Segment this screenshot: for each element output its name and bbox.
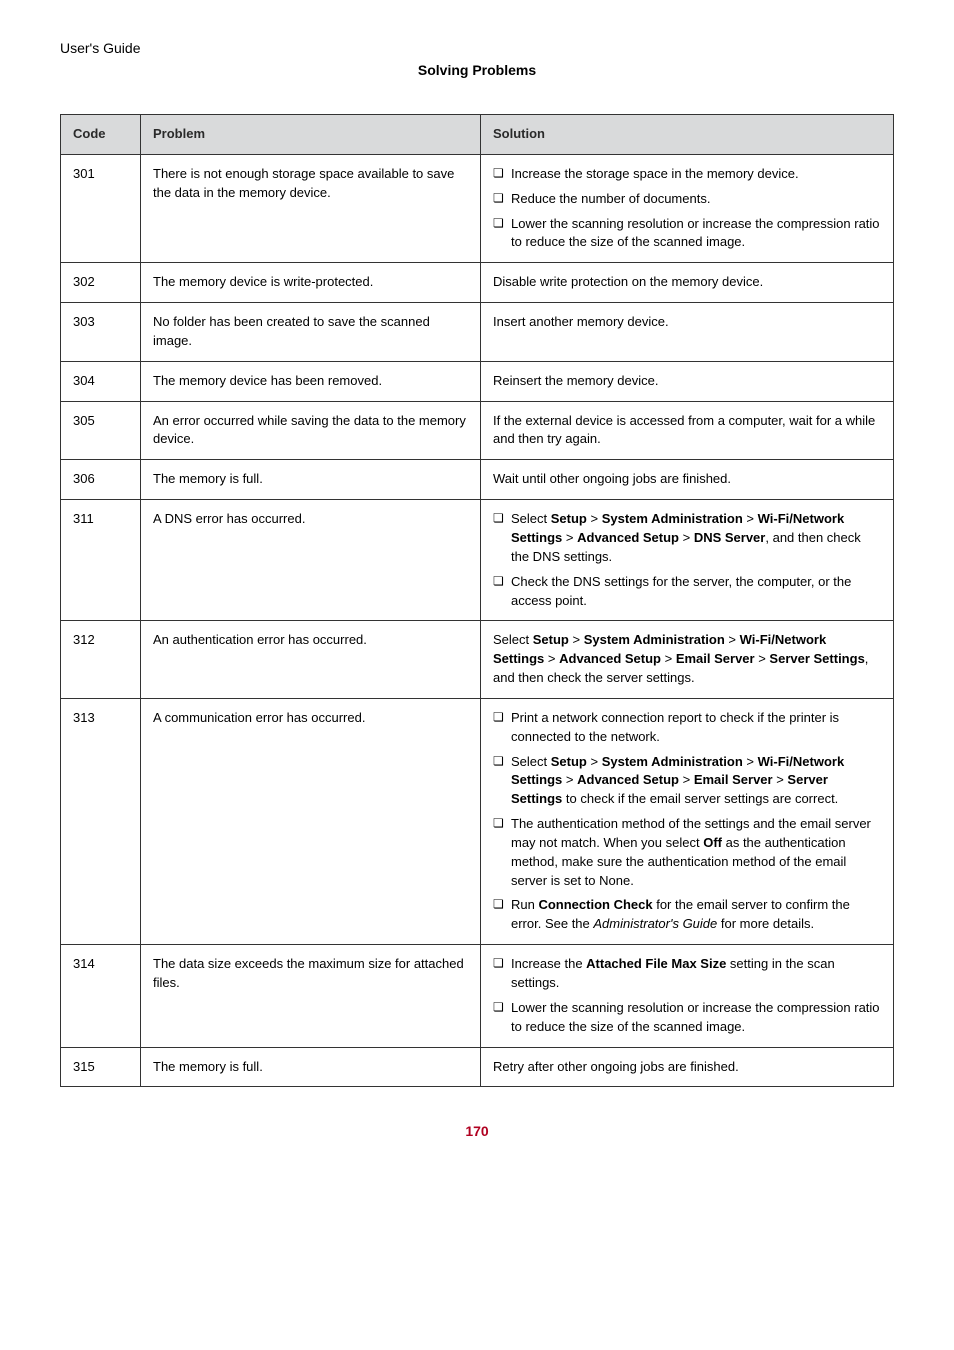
solution-text: Reinsert the memory device. [493, 372, 881, 391]
code-cell: 305 [61, 401, 141, 460]
solution-cell: Retry after other ongoing jobs are finis… [481, 1047, 894, 1087]
solution-cell: Insert another memory device. [481, 303, 894, 362]
guide-title: User's Guide [60, 40, 894, 56]
solution-cell: Disable write protection on the memory d… [481, 263, 894, 303]
problem-cell: There is not enough storage space availa… [141, 154, 481, 262]
solution-cell: ❏Increase the storage space in the memor… [481, 154, 894, 262]
problem-cell: The memory device has been removed. [141, 361, 481, 401]
problem-cell: An authentication error has occurred. [141, 621, 481, 699]
solution-text: Run Connection Check for the email serve… [511, 896, 881, 934]
solution-text: Increase the Attached File Max Size sett… [511, 955, 881, 993]
solution-text: Select Setup > System Administration > W… [511, 510, 881, 567]
solution-text: Check the DNS settings for the server, t… [511, 573, 881, 611]
bullet-icon: ❏ [493, 190, 511, 209]
table-row: 303No folder has been created to save th… [61, 303, 894, 362]
table-row: 301There is not enough storage space ava… [61, 154, 894, 262]
problem-cell: A communication error has occurred. [141, 698, 481, 944]
header-problem: Problem [141, 115, 481, 155]
header-solution: Solution [481, 115, 894, 155]
solution-text: If the external device is accessed from … [493, 412, 881, 450]
solution-item: ❏Lower the scanning resolution or increa… [493, 999, 881, 1037]
code-cell: 306 [61, 460, 141, 500]
bullet-icon: ❏ [493, 999, 511, 1037]
solution-item: ❏Check the DNS settings for the server, … [493, 573, 881, 611]
table-row: 306The memory is full. Wait until other o… [61, 460, 894, 500]
solution-text: Select Setup > System Administration > W… [493, 631, 881, 688]
code-cell: 311 [61, 500, 141, 621]
solution-item: ❏Reduce the number of documents. [493, 190, 881, 209]
table-row: 304The memory device has been removed. Re… [61, 361, 894, 401]
table-row: 311A DNS error has occurred.❏Select Setu… [61, 500, 894, 621]
problem-cell: The memory is full. [141, 1047, 481, 1087]
solution-item: ❏Select Setup > System Administration > … [493, 753, 881, 810]
error-codes-table: Code Problem Solution 301There is not en… [60, 114, 894, 1087]
code-cell: 304 [61, 361, 141, 401]
solution-text: Lower the scanning resolution or increas… [511, 215, 881, 253]
solution-item: ❏Run Connection Check for the email serv… [493, 896, 881, 934]
solution-text: The authentication method of the setting… [511, 815, 881, 890]
solution-item: ❏Increase the Attached File Max Size set… [493, 955, 881, 993]
solution-cell: If the external device is accessed from … [481, 401, 894, 460]
bullet-icon: ❏ [493, 165, 511, 184]
solution-cell: Wait until other ongoing jobs are finish… [481, 460, 894, 500]
solution-item: ❏Increase the storage space in the memor… [493, 165, 881, 184]
problem-cell: No folder has been created to save the s… [141, 303, 481, 362]
solution-text: Select Setup > System Administration > W… [511, 753, 881, 810]
problem-cell: A DNS error has occurred. [141, 500, 481, 621]
table-row: 312An authentication error has occurred.… [61, 621, 894, 699]
table-row: 313A communication error has occurred.❏P… [61, 698, 894, 944]
solution-cell: ❏Print a network connection report to ch… [481, 698, 894, 944]
code-cell: 312 [61, 621, 141, 699]
solution-text: Reduce the number of documents. [511, 190, 881, 209]
code-cell: 303 [61, 303, 141, 362]
bullet-icon: ❏ [493, 215, 511, 253]
table-row: 314The data size exceeds the maximum siz… [61, 945, 894, 1047]
solution-cell: ❏Select Setup > System Administration > … [481, 500, 894, 621]
bullet-icon: ❏ [493, 815, 511, 890]
solution-text: Wait until other ongoing jobs are finish… [493, 470, 881, 489]
bullet-icon: ❏ [493, 573, 511, 611]
code-cell: 313 [61, 698, 141, 944]
bullet-icon: ❏ [493, 510, 511, 567]
solution-cell: Reinsert the memory device. [481, 361, 894, 401]
solution-item: ❏The authentication method of the settin… [493, 815, 881, 890]
solution-text: Lower the scanning resolution or increas… [511, 999, 881, 1037]
solution-text: Insert another memory device. [493, 313, 881, 332]
problem-cell: The data size exceeds the maximum size f… [141, 945, 481, 1047]
problem-cell: The memory is full. [141, 460, 481, 500]
solution-text: Increase the storage space in the memory… [511, 165, 881, 184]
section-title: Solving Problems [60, 62, 894, 78]
header-code: Code [61, 115, 141, 155]
solution-item: ❏Lower the scanning resolution or increa… [493, 215, 881, 253]
page-number: 170 [60, 1123, 894, 1139]
bullet-icon: ❏ [493, 896, 511, 934]
problem-cell: An error occurred while saving the data … [141, 401, 481, 460]
bullet-icon: ❏ [493, 955, 511, 993]
solution-cell: Select Setup > System Administration > W… [481, 621, 894, 699]
table-row: 315The memory is full. Retry after other … [61, 1047, 894, 1087]
solution-item: ❏Select Setup > System Administration > … [493, 510, 881, 567]
code-cell: 302 [61, 263, 141, 303]
solution-item: ❏Print a network connection report to ch… [493, 709, 881, 747]
code-cell: 314 [61, 945, 141, 1047]
bullet-icon: ❏ [493, 709, 511, 747]
code-cell: 315 [61, 1047, 141, 1087]
table-row: 305An error occurred while saving the da… [61, 401, 894, 460]
solution-text: Retry after other ongoing jobs are finis… [493, 1058, 881, 1077]
code-cell: 301 [61, 154, 141, 262]
solution-text: Disable write protection on the memory d… [493, 273, 881, 292]
solution-text: Print a network connection report to che… [511, 709, 881, 747]
solution-cell: ❏Increase the Attached File Max Size set… [481, 945, 894, 1047]
table-row: 302The memory device is write-protected.… [61, 263, 894, 303]
bullet-icon: ❏ [493, 753, 511, 810]
problem-cell: The memory device is write-protected. [141, 263, 481, 303]
